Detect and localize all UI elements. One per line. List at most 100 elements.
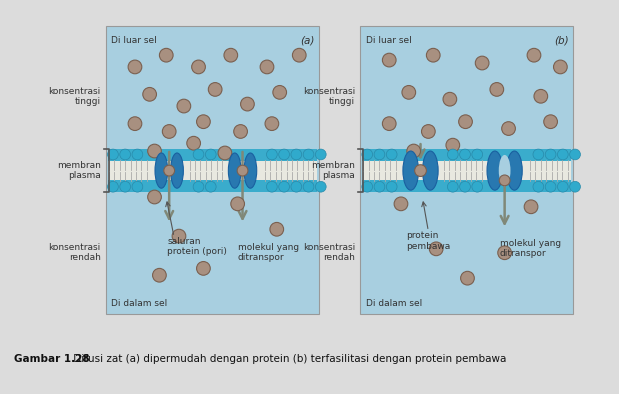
Circle shape — [426, 48, 440, 62]
Circle shape — [193, 181, 204, 192]
Circle shape — [218, 146, 232, 160]
Circle shape — [500, 175, 510, 186]
Circle shape — [527, 48, 541, 62]
Text: konsentrasi
rendah: konsentrasi rendah — [48, 243, 101, 262]
Circle shape — [231, 197, 245, 211]
Circle shape — [270, 223, 284, 236]
Circle shape — [461, 271, 474, 285]
Circle shape — [422, 125, 435, 138]
Ellipse shape — [244, 153, 257, 188]
Circle shape — [273, 85, 287, 99]
Circle shape — [415, 165, 426, 177]
Circle shape — [430, 242, 443, 256]
Text: Di luar sel: Di luar sel — [111, 35, 157, 45]
Text: Di luar sel: Di luar sel — [366, 35, 412, 45]
Text: Difusi zat (a) dipermudah dengan protein (b) terfasilitasi dengan protein pembaw: Difusi zat (a) dipermudah dengan protein… — [71, 355, 507, 364]
Circle shape — [108, 149, 118, 160]
Bar — [106, 26, 319, 314]
Circle shape — [402, 85, 415, 99]
Bar — [362, 149, 571, 192]
Ellipse shape — [487, 151, 503, 190]
Circle shape — [386, 149, 397, 160]
Circle shape — [394, 197, 408, 211]
Circle shape — [534, 89, 548, 103]
Text: protein
pembawa: protein pembawa — [406, 231, 450, 251]
Text: Gambar 1.28: Gambar 1.28 — [14, 355, 89, 364]
Circle shape — [148, 190, 162, 204]
Circle shape — [162, 125, 176, 138]
Ellipse shape — [506, 151, 522, 190]
Text: konsentrasi
tinggi: konsentrasi tinggi — [48, 87, 101, 106]
Circle shape — [197, 262, 210, 275]
Circle shape — [459, 115, 472, 128]
Bar — [362, 161, 571, 180]
Circle shape — [362, 149, 373, 160]
Circle shape — [553, 60, 567, 74]
Circle shape — [362, 181, 373, 192]
Circle shape — [241, 97, 254, 111]
Circle shape — [260, 60, 274, 74]
Circle shape — [164, 165, 175, 176]
Circle shape — [501, 122, 516, 136]
Circle shape — [206, 149, 216, 160]
Text: membran
plasma: membran plasma — [57, 161, 101, 180]
Circle shape — [177, 99, 191, 113]
Circle shape — [267, 149, 277, 160]
Circle shape — [132, 181, 143, 192]
Circle shape — [209, 83, 222, 96]
Circle shape — [120, 149, 131, 160]
Circle shape — [143, 87, 157, 101]
Circle shape — [448, 149, 458, 160]
Circle shape — [234, 125, 248, 138]
Ellipse shape — [499, 155, 511, 186]
Circle shape — [279, 149, 290, 160]
Ellipse shape — [155, 153, 168, 188]
Circle shape — [132, 149, 143, 160]
Circle shape — [206, 181, 216, 192]
Circle shape — [192, 60, 206, 74]
Circle shape — [545, 149, 556, 160]
Circle shape — [316, 149, 326, 160]
Text: saluran
protein (pori): saluran protein (pori) — [167, 237, 227, 256]
Circle shape — [148, 144, 162, 158]
Circle shape — [524, 200, 538, 214]
Circle shape — [475, 56, 489, 70]
Circle shape — [498, 246, 511, 260]
Circle shape — [383, 53, 396, 67]
Circle shape — [472, 149, 483, 160]
Text: konsentrasi
tinggi: konsentrasi tinggi — [303, 87, 355, 106]
Circle shape — [386, 181, 397, 192]
Circle shape — [303, 181, 314, 192]
Circle shape — [460, 181, 470, 192]
Circle shape — [472, 181, 483, 192]
Circle shape — [152, 268, 167, 282]
Circle shape — [237, 165, 248, 176]
Text: molekul yang
ditranspor: molekul yang ditranspor — [500, 239, 561, 258]
Circle shape — [265, 117, 279, 130]
Circle shape — [128, 60, 142, 74]
Circle shape — [569, 149, 581, 160]
Circle shape — [267, 181, 277, 192]
Circle shape — [291, 149, 301, 160]
Circle shape — [224, 48, 238, 62]
Bar — [108, 161, 317, 180]
Ellipse shape — [228, 153, 241, 188]
Circle shape — [291, 181, 301, 192]
Circle shape — [197, 115, 210, 128]
Circle shape — [120, 181, 131, 192]
Circle shape — [316, 181, 326, 192]
Circle shape — [543, 115, 558, 128]
Bar — [108, 149, 317, 192]
Circle shape — [443, 92, 457, 106]
Circle shape — [490, 83, 504, 96]
Circle shape — [187, 136, 201, 150]
Text: molekul yang
ditranspor: molekul yang ditranspor — [238, 243, 299, 262]
Circle shape — [374, 149, 385, 160]
Circle shape — [533, 181, 543, 192]
Circle shape — [193, 149, 204, 160]
Ellipse shape — [423, 151, 438, 190]
Circle shape — [407, 144, 420, 158]
Circle shape — [558, 149, 568, 160]
Circle shape — [558, 181, 568, 192]
Circle shape — [545, 181, 556, 192]
